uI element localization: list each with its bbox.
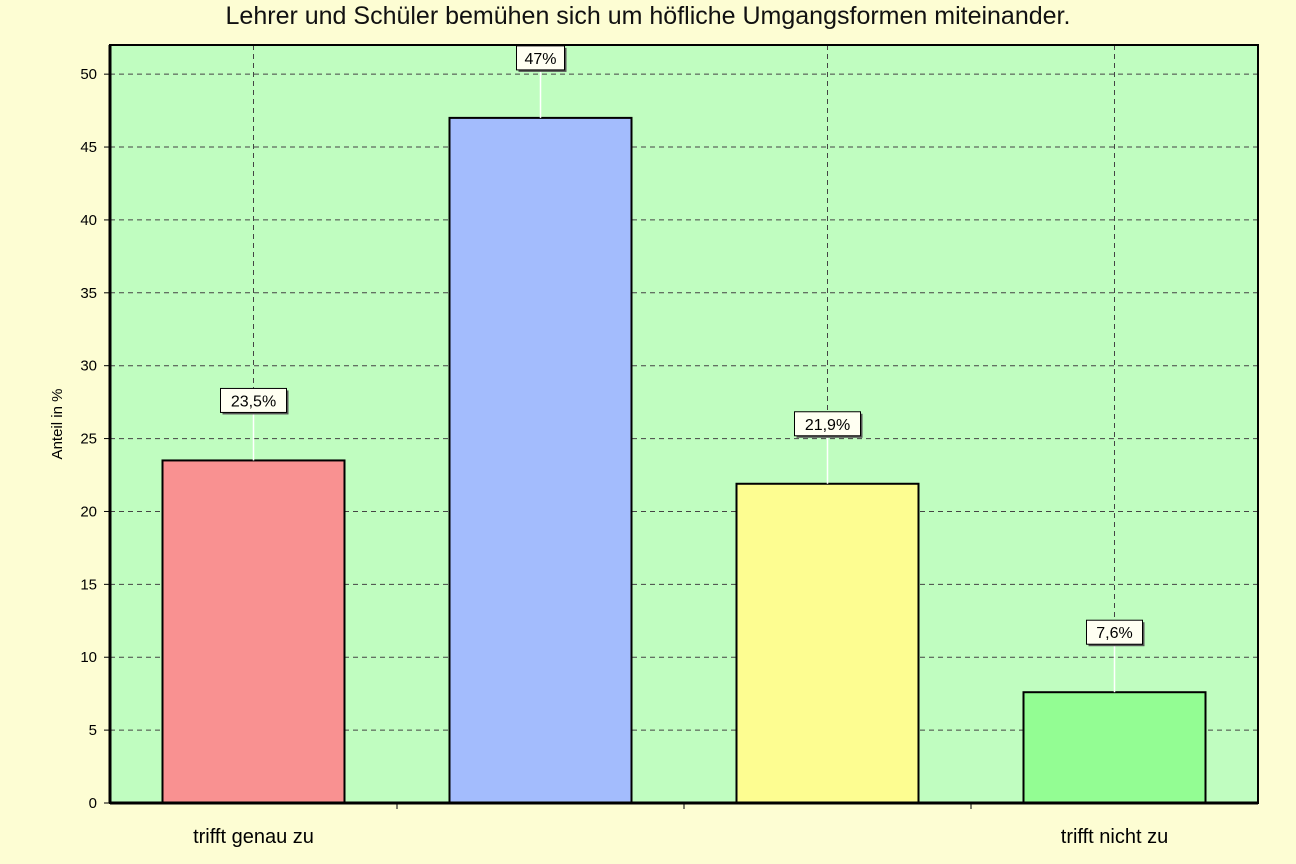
y-tick-label: 40 [80,212,97,229]
y-tick-label: 10 [80,649,97,666]
bar [161,459,346,804]
data-labels: 23,5% 47% 21,9% 7,6% [220,45,1145,693]
y-tick-label: 25 [80,431,97,448]
y-tick-label: 50 [80,66,97,83]
x-axis: trifft genau zu trifft nicht zu [193,803,1168,848]
bar [735,482,920,804]
data-label-box [1086,619,1143,645]
bar [448,116,633,804]
chart-title: Lehrer und Schüler bemühen sich um höfli… [226,2,1071,30]
x-category-label: trifft nicht zu [1061,826,1168,848]
y-axis-label: Anteil in % [49,389,66,460]
y-tick-label: 45 [80,139,97,156]
data-label: 7,6% [1096,625,1132,642]
y-tick-label: 30 [80,358,97,375]
data-label-box [794,411,861,437]
x-category-label: trifft genau zu [193,826,314,848]
data-label: 21,9% [805,417,850,434]
y-tick-label: 35 [80,285,97,302]
y-tick-label: 0 [89,795,97,812]
y-tick-label: 15 [80,576,97,593]
y-tick-label: 5 [89,722,97,739]
bars [161,116,1207,805]
data-label-box [220,387,287,413]
data-label: 47% [524,51,556,68]
y-tick-label: 20 [80,503,97,520]
data-label-box [516,45,565,71]
bar [1022,691,1207,805]
data-label: 23,5% [231,393,276,410]
y-axis: 0 5 10 15 20 25 30 35 40 45 50 [80,66,110,812]
